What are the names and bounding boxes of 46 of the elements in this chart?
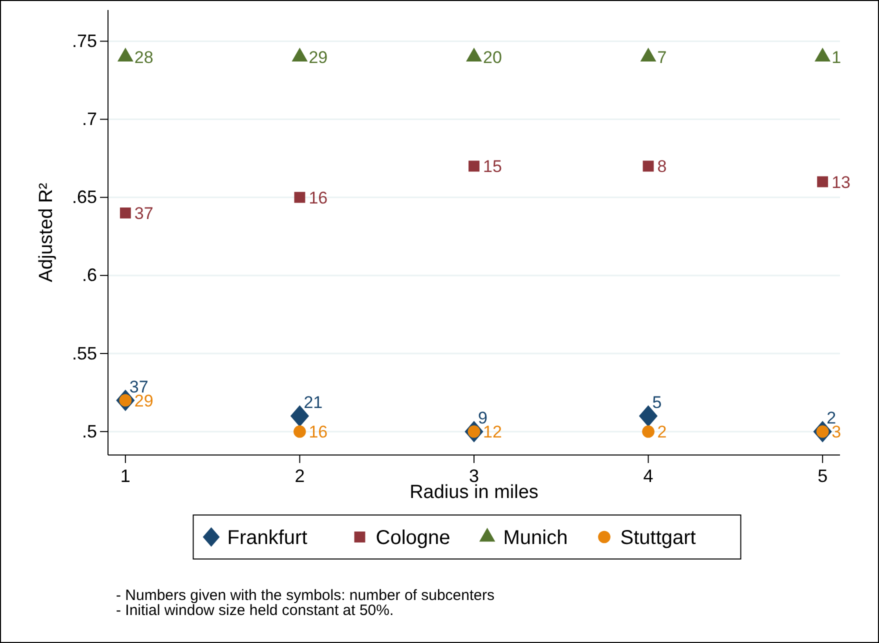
point — [642, 425, 654, 438]
x-tick-label: 1 — [120, 466, 130, 486]
point — [814, 48, 831, 62]
annotation: 1 — [832, 48, 842, 67]
annotation: 3 — [832, 422, 842, 442]
text: - Initial window size held constant at 50%. — [116, 602, 394, 619]
y-tick-label: .65 — [72, 187, 97, 208]
x-tick-label: 4 — [643, 466, 654, 486]
legend-label: Cologne — [376, 527, 450, 549]
annotation: 7 — [657, 48, 667, 67]
point — [642, 160, 654, 172]
point — [294, 425, 306, 438]
annotation: 12 — [483, 422, 502, 442]
legend-label: Stuttgart — [620, 527, 696, 549]
point — [466, 48, 482, 62]
y-tick-label: .7 — [82, 109, 97, 130]
annotation: 16 — [308, 422, 328, 442]
y-axis-title: Adjusted R² — [36, 182, 57, 282]
y-tick-label: .6 — [82, 265, 97, 286]
point — [817, 176, 828, 188]
annotation: 28 — [134, 48, 154, 67]
point — [120, 208, 131, 218]
text: - Numbers given with the symbols: number of subcenters — [116, 587, 494, 604]
annotation: 5 — [652, 392, 662, 412]
annotation: 21 — [304, 392, 323, 412]
point — [117, 48, 134, 62]
point — [640, 48, 656, 62]
point — [292, 48, 308, 62]
annotation: 29 — [308, 48, 328, 67]
annotation: 16 — [308, 188, 328, 208]
point — [468, 160, 480, 172]
legend-label: Frankfurt — [227, 527, 308, 549]
annotation: 13 — [832, 172, 850, 192]
y-tick-label: .55 — [72, 343, 97, 364]
x-tick-label: 2 — [294, 466, 305, 486]
annotation: 20 — [483, 48, 502, 67]
annotation: 37 — [134, 204, 154, 223]
x-axis-title: Radius in miles — [410, 482, 538, 503]
point — [294, 192, 306, 203]
annotation: 8 — [657, 157, 667, 176]
annotation: 2 — [657, 422, 667, 442]
legend-label: Munich — [503, 527, 568, 549]
y-tick-label: .75 — [72, 30, 97, 51]
annotation: 15 — [483, 157, 502, 176]
x-tick-label: 5 — [818, 466, 828, 486]
y-tick-label: .5 — [82, 421, 97, 442]
